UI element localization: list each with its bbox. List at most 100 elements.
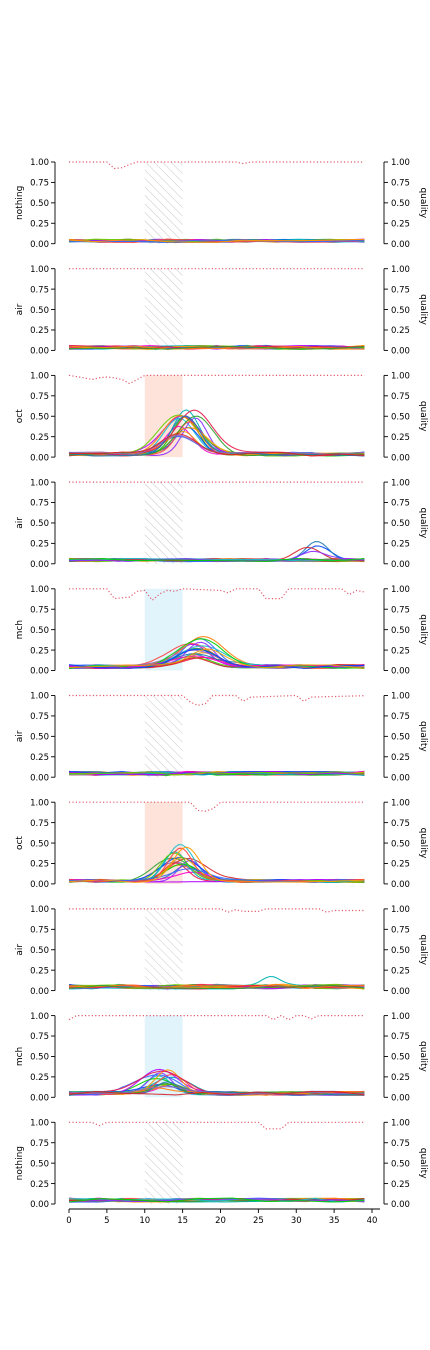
y-tick-label: 1.00 xyxy=(30,158,49,168)
x-tick-label: 15 xyxy=(177,1216,188,1226)
chart-panel: 0.00 0.00 0.25 0.25 0.50 0.50 0.75 0.75 1.00 1.00… xyxy=(15,692,428,784)
right-y-tick-label: 0.50 xyxy=(391,199,410,209)
y-tick-label: 0.50 xyxy=(30,733,49,743)
right-y-tick-label: 0.25 xyxy=(391,646,410,656)
right-y-tick-label: 0.00 xyxy=(391,347,410,357)
right-axis-label: quality xyxy=(418,401,428,432)
y-tick-label: 0.25 xyxy=(30,753,49,763)
right-y-tick-label: 0.50 xyxy=(391,839,410,849)
y-tick-label: 0.00 xyxy=(30,1094,49,1104)
right-y-tick-label: 1.00 xyxy=(391,478,410,488)
chart-panel: 0.00 0.00 0.25 0.25 0.50 0.50 0.75 0.75 1.00 1.00… xyxy=(15,798,428,890)
y-tick-label: 0.75 xyxy=(30,499,49,509)
quality-line xyxy=(69,694,365,706)
right-y-tick-label: 0.50 xyxy=(391,412,410,422)
x-tick-label: 10 xyxy=(139,1216,150,1226)
right-y-tick-label: 0.25 xyxy=(391,433,410,443)
chart-panel: 0.00 0.00 0.25 0.25 0.50 0.50 0.75 0.75 1.00 1.00… xyxy=(15,372,428,464)
trace-line xyxy=(68,415,365,457)
right-y-tick-label: 0.00 xyxy=(391,240,410,250)
y-tick-label: 0.50 xyxy=(30,412,49,422)
y-tick-label: 0.00 xyxy=(30,453,49,463)
right-y-tick-label: 1.00 xyxy=(391,798,410,808)
y-axis-label: mch xyxy=(15,620,25,639)
right-y-tick-label: 1.00 xyxy=(391,1119,410,1129)
y-axis-label: mch xyxy=(15,1047,25,1066)
right-axis-label: quality xyxy=(418,508,428,539)
trace-line xyxy=(68,238,365,243)
y-tick-label: 1.00 xyxy=(30,585,49,595)
x-tick-label: 20 xyxy=(215,1216,226,1226)
right-axis-label: quality xyxy=(418,828,428,859)
trace-line xyxy=(68,1198,365,1203)
y-tick-label: 0.25 xyxy=(30,1073,49,1083)
right-y-tick-label: 1.00 xyxy=(391,1012,410,1022)
right-y-tick-label: 0.00 xyxy=(391,773,410,783)
y-tick-label: 0.25 xyxy=(30,433,49,443)
trace-line xyxy=(69,433,365,457)
quality-line xyxy=(69,908,365,913)
y-tick-label: 0.25 xyxy=(30,219,49,229)
trace-line xyxy=(68,344,365,350)
right-axis-label: quality xyxy=(418,614,428,645)
y-axis-label: oct xyxy=(15,409,25,423)
trace-line xyxy=(68,1090,365,1096)
y-tick-label: 0.75 xyxy=(30,712,49,722)
y-tick-label: 0.75 xyxy=(30,285,49,295)
stimulus-window xyxy=(144,695,183,778)
right-y-tick-label: 0.00 xyxy=(391,1200,410,1210)
right-y-tick-label: 0.75 xyxy=(391,1139,410,1149)
y-tick-label: 0.75 xyxy=(30,392,49,402)
right-y-tick-label: 0.75 xyxy=(391,926,410,936)
right-y-tick-label: 0.50 xyxy=(391,519,410,529)
y-tick-label: 0.25 xyxy=(30,646,49,656)
right-axis-label: quality xyxy=(418,1041,428,1072)
chart-panel: 0.00 0.00 0.25 0.25 0.50 0.50 0.75 0.75 1.00 1.00… xyxy=(15,158,428,250)
y-tick-label: 0.00 xyxy=(30,667,49,677)
right-y-tick-label: 0.25 xyxy=(391,966,410,976)
quality-line xyxy=(69,1121,365,1130)
y-tick-label: 0.25 xyxy=(30,540,49,550)
trace-line xyxy=(69,557,365,562)
right-y-tick-label: 1.00 xyxy=(391,265,410,275)
right-y-tick-label: 0.50 xyxy=(391,1053,410,1063)
y-axis-label: air xyxy=(15,730,25,742)
right-y-tick-label: 0.00 xyxy=(391,987,410,997)
trace-line xyxy=(68,426,365,456)
right-y-tick-label: 0.25 xyxy=(391,1073,410,1083)
right-y-tick-label: 0.75 xyxy=(391,285,410,295)
x-tick-label: 30 xyxy=(291,1216,302,1226)
y-tick-label: 0.00 xyxy=(30,347,49,357)
right-y-tick-label: 0.50 xyxy=(391,626,410,636)
trace-line xyxy=(69,239,365,243)
chart-panel: 0.00 0.00 0.25 0.25 0.50 0.50 0.75 0.75 1.00 1.00… xyxy=(15,1119,428,1227)
trace-line xyxy=(68,648,365,669)
chart-panel: 0.00 0.00 0.25 0.25 0.50 0.50 0.75 0.75 1.00 1.00… xyxy=(15,905,428,997)
right-y-tick-label: 0.75 xyxy=(391,712,410,722)
x-tick-label: 5 xyxy=(104,1216,109,1226)
y-tick-label: 0.25 xyxy=(30,326,49,336)
chart-panel: 0.00 0.00 0.25 0.25 0.50 0.50 0.75 0.75 1.00 1.00… xyxy=(15,265,428,357)
stimulus-window xyxy=(144,268,183,351)
right-y-tick-label: 0.50 xyxy=(391,733,410,743)
right-y-tick-label: 0.25 xyxy=(391,1180,410,1190)
quality-line xyxy=(68,374,365,385)
right-y-tick-label: 0.00 xyxy=(391,1094,410,1104)
right-y-tick-label: 1.00 xyxy=(391,585,410,595)
right-y-tick-label: 0.25 xyxy=(391,219,410,229)
y-tick-label: 0.00 xyxy=(30,240,49,250)
y-tick-label: 1.00 xyxy=(30,798,49,808)
chart-panel: 0.00 0.00 0.25 0.25 0.50 0.50 0.75 0.75 1.00 1.00… xyxy=(15,585,428,677)
y-tick-label: 0.00 xyxy=(30,773,49,783)
right-y-tick-label: 0.25 xyxy=(391,753,410,763)
y-tick-label: 0.00 xyxy=(30,1200,49,1210)
y-tick-label: 0.50 xyxy=(30,626,49,636)
right-y-tick-label: 0.50 xyxy=(391,306,410,316)
right-y-tick-label: 0.25 xyxy=(391,326,410,336)
y-axis-label: air xyxy=(15,303,25,315)
trace-line xyxy=(68,1197,365,1203)
right-y-tick-label: 0.00 xyxy=(391,560,410,570)
y-tick-label: 0.75 xyxy=(30,1032,49,1042)
y-axis-label: nothing xyxy=(15,1146,25,1180)
stimulus-window xyxy=(144,162,183,244)
